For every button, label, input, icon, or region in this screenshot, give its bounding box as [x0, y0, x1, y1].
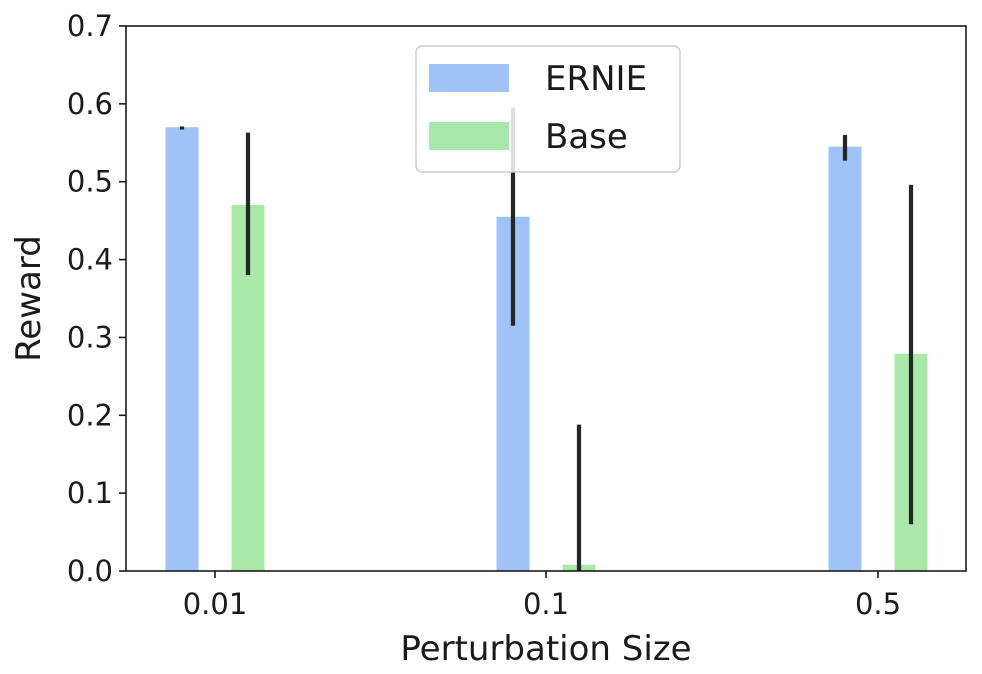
- x-tick-label: 0.1: [523, 587, 569, 621]
- x-axis-label: Perturbation Size: [400, 629, 691, 669]
- legend-swatch-base: [429, 122, 509, 150]
- y-tick-label: 0.4: [67, 243, 113, 277]
- y-tick-label: 0.3: [67, 320, 113, 354]
- x-tick-label: 0.01: [183, 587, 248, 621]
- x-axis: 0.01 0.1 0.5: [183, 571, 901, 621]
- y-axis: 0.0 0.1 0.2 0.3 0.4 0.5 0.6 0.7: [67, 9, 126, 588]
- y-tick-label: 0.6: [67, 87, 113, 121]
- y-tick-label: 0.5: [67, 165, 113, 199]
- legend-label-ernie: ERNIE: [545, 59, 647, 99]
- y-tick-label: 0.2: [67, 398, 113, 432]
- bar-ernie: [165, 127, 199, 571]
- legend-label-base: Base: [545, 117, 628, 157]
- y-tick-label: 0.1: [67, 476, 113, 510]
- error-bars-layer: [179, 107, 914, 571]
- y-tick-label: 0.7: [67, 9, 113, 43]
- x-tick-label: 0.5: [855, 587, 901, 621]
- y-tick-label: 0.0: [67, 554, 113, 588]
- legend: ERNIE Base: [415, 45, 681, 173]
- legend-swatch-ernie: [429, 64, 509, 92]
- bars-layer: [165, 127, 928, 572]
- bar-ernie: [828, 146, 862, 571]
- y-axis-label: Reward: [9, 235, 49, 362]
